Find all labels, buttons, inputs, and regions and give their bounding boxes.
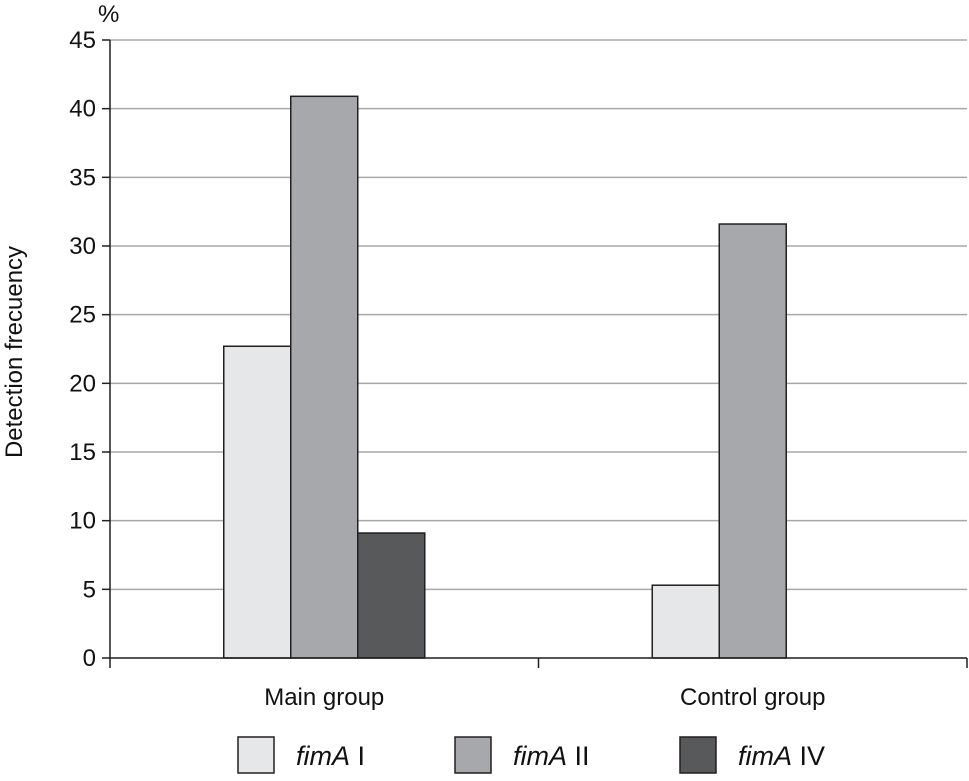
legend-label: fimA IV <box>738 741 825 771</box>
y-axis-unit: % <box>98 1 119 28</box>
bar-fima-ii-control-group <box>718 223 787 659</box>
y-tick-label: 35 <box>69 164 96 191</box>
y-tick-label: 15 <box>69 439 96 466</box>
bar-fima-ii-main-group <box>290 95 359 659</box>
axis-labels: % Detection frecuency 0 5 10 15 20 25 30 35 40 45… <box>1 1 825 711</box>
x-category-label: Main group <box>264 684 384 711</box>
legend-label-gene: fimA <box>513 741 567 771</box>
y-tick-label: 25 <box>69 302 96 329</box>
bars <box>223 95 787 659</box>
axes <box>102 39 968 668</box>
x-category-label: Control group <box>680 684 825 711</box>
legend-label: fimA II <box>513 741 590 771</box>
bar-fima-i-main-group <box>223 345 292 659</box>
legend-label-gene: fimA <box>738 741 792 771</box>
y-tick-label: 45 <box>69 27 96 54</box>
y-tick-label: 0 <box>83 645 96 672</box>
bar-fima-i-control-group <box>651 584 720 659</box>
y-tick-label: 20 <box>69 370 96 397</box>
y-tick-label: 40 <box>69 96 96 123</box>
legend-swatch <box>454 736 492 774</box>
legend-label-suffix: I <box>350 741 365 771</box>
y-tick-label: 30 <box>69 233 96 260</box>
bar-fima-iv-main-group <box>357 532 426 659</box>
y-tick-label: 10 <box>69 508 96 535</box>
legend-swatch <box>237 736 275 774</box>
legend-label-gene: fimA <box>296 741 350 771</box>
legend-label: fimA I <box>296 741 365 771</box>
legend-label-suffix: IV <box>792 741 825 771</box>
legend-swatch <box>679 736 717 774</box>
y-axis-title: Detection frecuency <box>1 246 28 458</box>
y-tick-label: 5 <box>83 576 96 603</box>
legend-label-suffix: II <box>567 741 590 771</box>
